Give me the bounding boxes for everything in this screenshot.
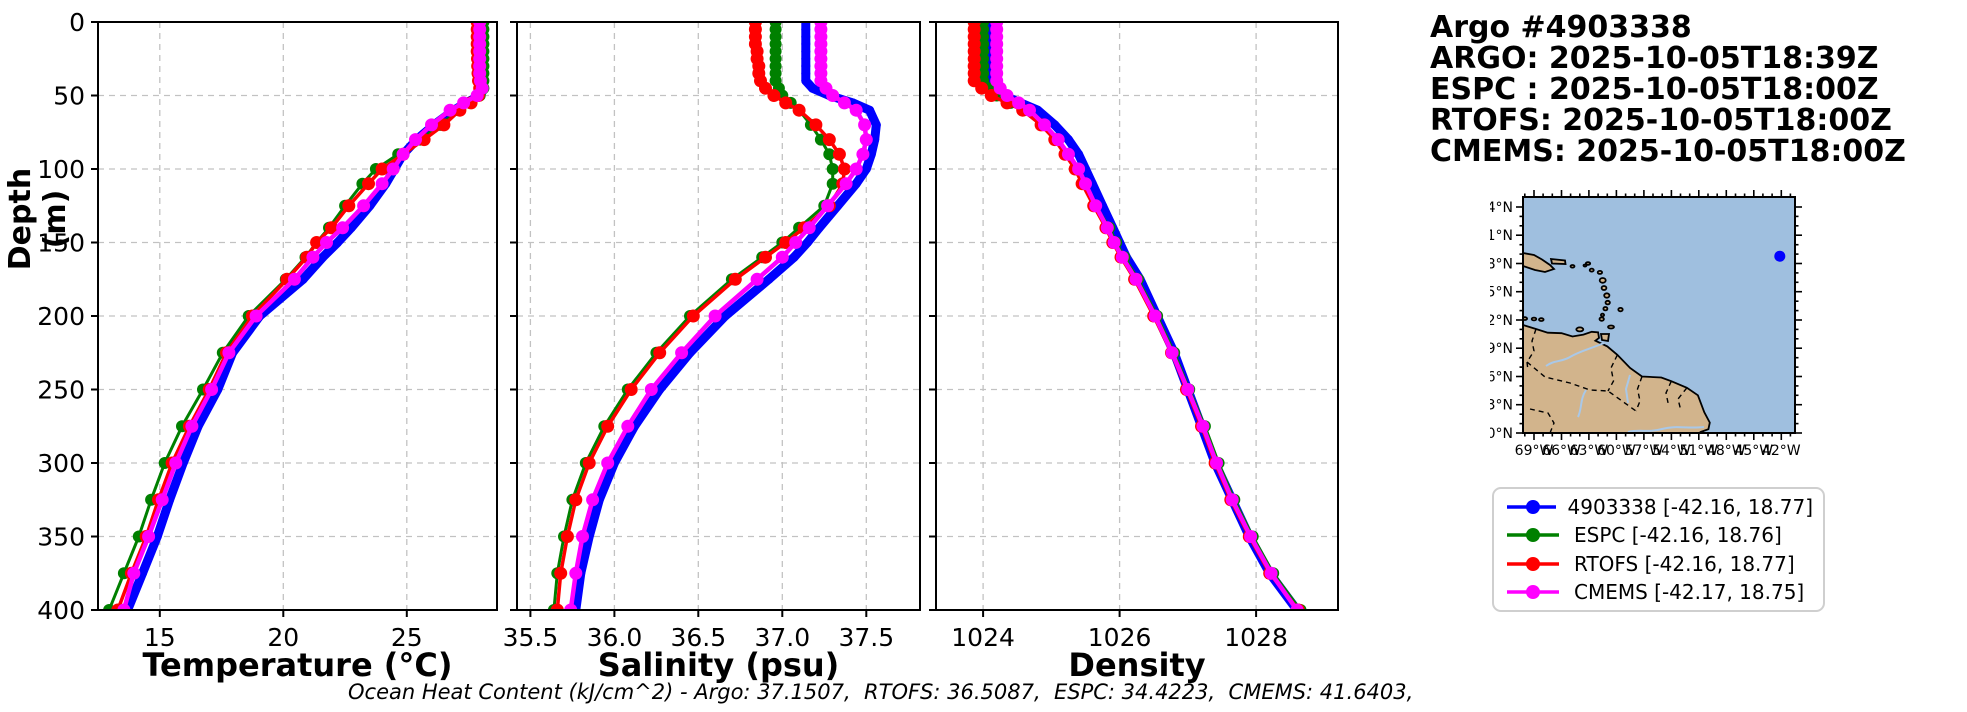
rtofs-time-line: RTOFS: 2025-10-05T18:00Z	[1430, 103, 1892, 138]
depth-tick-label: 150	[37, 229, 85, 258]
map-country-borders	[1526, 328, 1688, 433]
depth-tick-label: 300	[37, 449, 85, 478]
map-lon-label: 42°W	[1762, 443, 1801, 459]
float-position-marker	[1774, 250, 1786, 262]
legend-marker-rtofs	[1507, 556, 1559, 571]
location-map: 24°N 21°N 18°N 15°N 12°N 9°N 6°N 3°N 0°N69°W66°W…	[1490, 190, 1802, 459]
map-rivers	[1545, 342, 1705, 433]
density-axis-label: Density	[1068, 646, 1205, 684]
temperature-axis-label: Temperature (°C)	[142, 646, 452, 684]
map-lon-label: 48°W	[1707, 443, 1746, 459]
temperature-tick-label: 20	[267, 623, 299, 652]
map-landmass-south-america	[1523, 324, 1711, 433]
map-lat-label: 6°N	[1490, 370, 1513, 386]
depth-tick-label: 50	[53, 82, 85, 111]
map-lat-label: 12°N	[1490, 313, 1513, 329]
temperature-tick-label: 15	[144, 623, 176, 652]
depth-tick-label: 100	[37, 155, 85, 184]
legend-label-cmems: CMEMS [-42.17, 18.75]	[1574, 579, 1805, 604]
legend-item-cmems: CMEMS [-42.17, 18.75]	[1504, 580, 1813, 604]
legend-label-argo: 4903338 [-42.16, 18.77]	[1567, 495, 1813, 520]
salinity-tick-label: 37.0	[754, 623, 810, 652]
map-axes: 24°N 21°N 18°N 15°N 12°N 9°N 6°N 3°N 0°N69°W66°W…	[1490, 190, 1802, 459]
depth-tick-label: 200	[37, 302, 85, 331]
map-lat-label: 18°N	[1490, 257, 1513, 273]
legend-item-espc: ESPC [-42.16, 18.76]	[1504, 523, 1813, 547]
argo-time-line: ARGO: 2025-10-05T18:39Z	[1430, 41, 1879, 76]
density-tick-label: 1024	[951, 623, 1015, 652]
panel-temperature: 0 50 100 150 200 250 300 350 400 15 20 25Temperatur…	[37, 8, 498, 684]
panel-density: 1024 1026 1028 Density	[929, 21, 1339, 684]
cmems-temperature-markers	[117, 22, 489, 610]
legend-label-espc: ESPC [-42.16, 18.76]	[1574, 523, 1782, 548]
map-lon-label: 69°W	[1515, 443, 1554, 459]
float-id-title: Argo #4903338	[1430, 10, 1692, 45]
legend-label-rtofs: RTOFS [-42.16, 18.77]	[1574, 551, 1795, 576]
map-lat-label: 24°N	[1490, 200, 1513, 216]
rtofs-salinity-markers	[550, 22, 851, 610]
salinity-tick-label: 36.5	[670, 623, 726, 652]
map-lon-label: 51°W	[1679, 443, 1718, 459]
cmems-density-markers	[990, 22, 1304, 610]
salinity-tick-label: 35.5	[503, 623, 559, 652]
density-tick-label: 1028	[1224, 623, 1288, 652]
profile-legend: 4903338 [-42.16, 18.77] ESPC [-42.16, 18.…	[1492, 487, 1825, 612]
legend-item-rtofs: RTOFS [-42.16, 18.77]	[1504, 552, 1813, 576]
map-lat-label: 21°N	[1490, 228, 1513, 244]
map-islands	[1523, 252, 1624, 343]
espc-time-line: ESPC : 2025-10-05T18:00Z	[1430, 72, 1879, 107]
cmems-time-line: CMEMS: 2025-10-05T18:00Z	[1430, 134, 1906, 169]
map-lon-label: 54°W	[1652, 443, 1691, 459]
map-lon-label: 63°W	[1570, 443, 1609, 459]
salinity-tick-label: 36.0	[587, 623, 643, 652]
ocean-heat-content-note: Ocean Heat Content (kJ/cm^2) - Argo: 37.…	[348, 680, 1414, 704]
depth-tick-label: 250	[37, 376, 85, 405]
depth-tick-label: 0	[69, 8, 85, 37]
map-lon-label: 57°W	[1625, 443, 1664, 459]
map-lat-label: 0°N	[1490, 426, 1513, 442]
legend-marker-argo	[1507, 500, 1556, 515]
map-lon-label: 45°W	[1734, 443, 1773, 459]
map-lon-label: 66°W	[1542, 443, 1581, 459]
map-lat-label: 3°N	[1490, 398, 1513, 414]
depth-tick-label: 350	[37, 523, 85, 552]
map-frame	[1522, 196, 1796, 434]
map-lat-label: 15°N	[1490, 285, 1513, 301]
legend-marker-espc	[1507, 528, 1559, 543]
title-block: Argo #4903338 ARGO: 2025-10-05T18:39Z ES…	[1430, 12, 1906, 167]
depth-tick-label: 400	[37, 596, 85, 625]
temperature-tick-label: 25	[391, 623, 423, 652]
salinity-tick-label: 37.5	[838, 623, 894, 652]
profile-plots: 0 50 100 150 200 250 300 350 400 15 20 25Temperatur…	[37, 8, 1339, 684]
cmems-salinity-markers	[564, 22, 873, 610]
map-lon-label: 60°W	[1597, 443, 1636, 459]
legend-item-argo: 4903338 [-42.16, 18.77]	[1504, 495, 1813, 519]
map-lat-label: 9°N	[1490, 341, 1513, 357]
salinity-axis-label: Salinity (psu)	[598, 646, 840, 684]
legend-marker-cmems	[1507, 584, 1559, 599]
density-tick-label: 1026	[1088, 623, 1152, 652]
